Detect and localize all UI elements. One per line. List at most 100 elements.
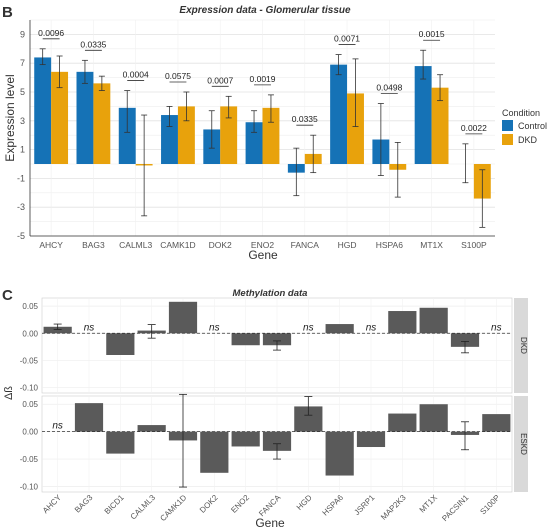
methylation-x-tick-label: HGD <box>295 493 314 512</box>
methylation-bar <box>137 425 166 432</box>
expression-p-value: 0.0575 <box>165 71 191 81</box>
expression-bar-dkd <box>177 106 195 164</box>
expression-bar-control <box>118 107 136 164</box>
methylation-bar <box>106 333 135 355</box>
methylation-x-tick-label: CALML3 <box>129 493 158 522</box>
expression-x-tick-label: S100P <box>461 240 487 250</box>
expression-p-value: 0.0004 <box>123 70 149 80</box>
expression-p-value: 0.0007 <box>207 75 233 85</box>
methylation-y-tick-label: 0.05 <box>22 400 38 409</box>
expression-p-value: 0.0498 <box>376 83 402 93</box>
expression-x-tick-label: CAMK1D <box>160 240 195 250</box>
methylation-bar <box>231 333 260 346</box>
methylation-bar <box>388 413 417 432</box>
methylation-y-tick-label: 0.00 <box>22 329 38 338</box>
expression-p-value: 0.0015 <box>419 29 445 39</box>
expression-bar-dkd <box>51 71 69 164</box>
expression-bar-control <box>76 71 94 164</box>
methylation-x-tick-label: PACSIN1 <box>440 493 471 524</box>
methylation-x-tick-label: S100P <box>478 493 501 516</box>
expression-x-tick-label: DOK2 <box>209 240 232 250</box>
expression-p-value: 0.0335 <box>80 39 106 49</box>
methylation-facet-label: DKD <box>519 337 528 354</box>
methylation-facet-strip <box>514 396 528 492</box>
expression-x-tick-label: HGD <box>338 240 357 250</box>
expression-y-tick-label: 5 <box>20 87 25 97</box>
expression-bar-dkd <box>220 106 238 164</box>
methylation-y-tick-label: -0.10 <box>20 384 39 393</box>
methylation-x-tick-label: JSRP1 <box>352 493 376 517</box>
expression-y-tick-label: -5 <box>17 231 25 241</box>
methylation-x-tick-label: CAMK1D <box>158 493 188 523</box>
expression-x-tick-label: ENO2 <box>251 240 274 250</box>
methylation-bar <box>482 414 511 432</box>
expression-y-tick-label: 1 <box>20 145 25 155</box>
panel-c-letter: C <box>2 287 13 304</box>
methylation-bar <box>419 404 448 432</box>
methylation-x-tick-label: ENO2 <box>229 493 251 515</box>
methylation-x-tick-label: BAG3 <box>73 493 95 515</box>
expression-x-axis-label: Gene <box>248 248 278 262</box>
expression-x-tick-label: HSPA6 <box>376 240 404 250</box>
methylation-bar <box>262 333 292 346</box>
methylation-bar <box>43 326 72 334</box>
methylation-y-tick-label: -0.05 <box>20 455 39 464</box>
methylation-ns-label: ns <box>52 421 63 432</box>
methylation-bar <box>262 431 292 451</box>
methylation-bar <box>231 431 260 447</box>
methylation-bar <box>106 431 135 454</box>
expression-bar-control <box>161 115 178 164</box>
methylation-bar <box>325 431 354 476</box>
methylation-x-tick-label: DOK2 <box>198 493 220 515</box>
expression-y-tick-label: 7 <box>20 58 25 68</box>
methylation-x-tick-label: FANCA <box>257 493 283 519</box>
methylation-facet-label: ESKD <box>519 433 528 455</box>
expression-p-value: 0.0335 <box>292 114 318 124</box>
expression-chart-title: Expression data - Glomerular tissue <box>179 5 351 16</box>
legend-title: Condition <box>502 108 540 118</box>
methylation-bar <box>74 403 104 432</box>
expression-bar-control <box>34 57 52 164</box>
methylation-chart-title: Methylation data <box>233 288 308 299</box>
methylation-x-tick-label: MAP2K3 <box>379 493 408 522</box>
expression-p-value: 0.0071 <box>334 34 360 44</box>
methylation-bar <box>356 431 386 448</box>
methylation-ns-label: ns <box>84 322 95 333</box>
methylation-ns-label: ns <box>491 322 502 333</box>
methylation-x-tick-label: MT1X <box>418 493 440 515</box>
expression-bar-dkd <box>347 93 364 164</box>
methylation-ns-label: ns <box>209 322 220 333</box>
methylation-x-tick-label: BICD1 <box>103 493 126 516</box>
expression-x-tick-label: BAG3 <box>82 240 105 250</box>
expression-bar-control <box>414 66 432 164</box>
expression-bar-dkd <box>262 107 280 164</box>
legend-label-dkd: DKD <box>518 135 538 145</box>
expression-y-tick-label: -3 <box>17 202 25 212</box>
expression-p-value: 0.0019 <box>250 74 276 84</box>
expression-y-axis-label: Expression level <box>3 74 17 161</box>
methylation-bar <box>200 431 229 473</box>
methylation-ns-label: ns <box>366 322 377 333</box>
expression-bar-dkd <box>93 83 111 164</box>
expression-y-tick-label: -1 <box>17 173 25 183</box>
methylation-bar <box>419 307 448 334</box>
expression-bar-dkd <box>431 87 449 164</box>
legend-swatch-dkd <box>502 134 513 145</box>
methylation-y-tick-label: -0.10 <box>20 483 39 492</box>
methylation-y-tick-label: 0.05 <box>22 302 38 311</box>
expression-y-tick-label: 9 <box>20 29 25 39</box>
expression-bar-control <box>330 64 348 164</box>
methylation-x-axis-label: Gene <box>255 516 285 530</box>
methylation-y-axis-label: Δß <box>3 386 15 400</box>
methylation-y-tick-label: 0.00 <box>22 428 38 437</box>
methylation-x-tick-label: HSPA6 <box>321 493 346 518</box>
methylation-bar <box>450 333 480 347</box>
expression-x-tick-label: AHCY <box>39 240 63 250</box>
methylation-y-tick-label: -0.05 <box>20 356 39 365</box>
methylation-bar <box>325 324 354 334</box>
expression-bar-control <box>245 122 263 164</box>
legend-label-control: Control <box>518 121 547 131</box>
expression-y-tick-label: 3 <box>20 116 25 126</box>
methylation-ns-label: ns <box>303 322 314 333</box>
